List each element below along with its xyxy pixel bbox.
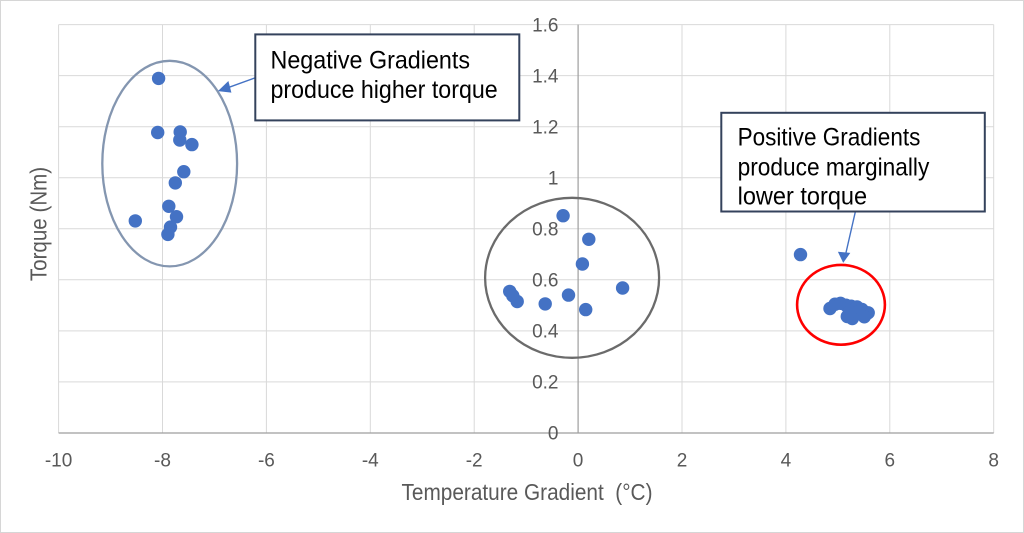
svg-text:6: 6 bbox=[885, 450, 896, 471]
svg-text:1.6: 1.6 bbox=[532, 15, 558, 36]
svg-text:0: 0 bbox=[573, 450, 584, 471]
svg-text:Torque (Nm): Torque (Nm) bbox=[26, 167, 52, 281]
svg-text:Negative Gradients: Negative Gradients bbox=[271, 46, 471, 74]
svg-text:-4: -4 bbox=[362, 450, 379, 471]
svg-text:1.4: 1.4 bbox=[532, 66, 559, 87]
svg-text:8: 8 bbox=[988, 450, 999, 471]
svg-text:1.2: 1.2 bbox=[532, 117, 558, 138]
svg-text:produce higher torque: produce higher torque bbox=[271, 76, 498, 104]
svg-text:0.2: 0.2 bbox=[532, 373, 558, 394]
svg-text:-8: -8 bbox=[154, 450, 171, 471]
svg-text:2: 2 bbox=[677, 450, 688, 471]
svg-text:0.4: 0.4 bbox=[532, 322, 559, 343]
svg-text:-10: -10 bbox=[45, 450, 72, 471]
svg-text:0.6: 0.6 bbox=[532, 271, 558, 292]
svg-text:lower torque: lower torque bbox=[738, 183, 868, 211]
svg-text:-6: -6 bbox=[258, 450, 275, 471]
svg-text:Temperature Gradient (°C): Temperature Gradient (°C) bbox=[402, 479, 653, 505]
svg-text:produce marginally: produce marginally bbox=[738, 153, 930, 181]
svg-text:0.8: 0.8 bbox=[532, 220, 558, 241]
svg-text:-2: -2 bbox=[466, 450, 483, 471]
svg-text:1: 1 bbox=[548, 168, 559, 189]
svg-text:Positive Gradients: Positive Gradients bbox=[738, 123, 921, 151]
svg-text:0: 0 bbox=[548, 424, 559, 445]
svg-text:4: 4 bbox=[781, 450, 792, 471]
